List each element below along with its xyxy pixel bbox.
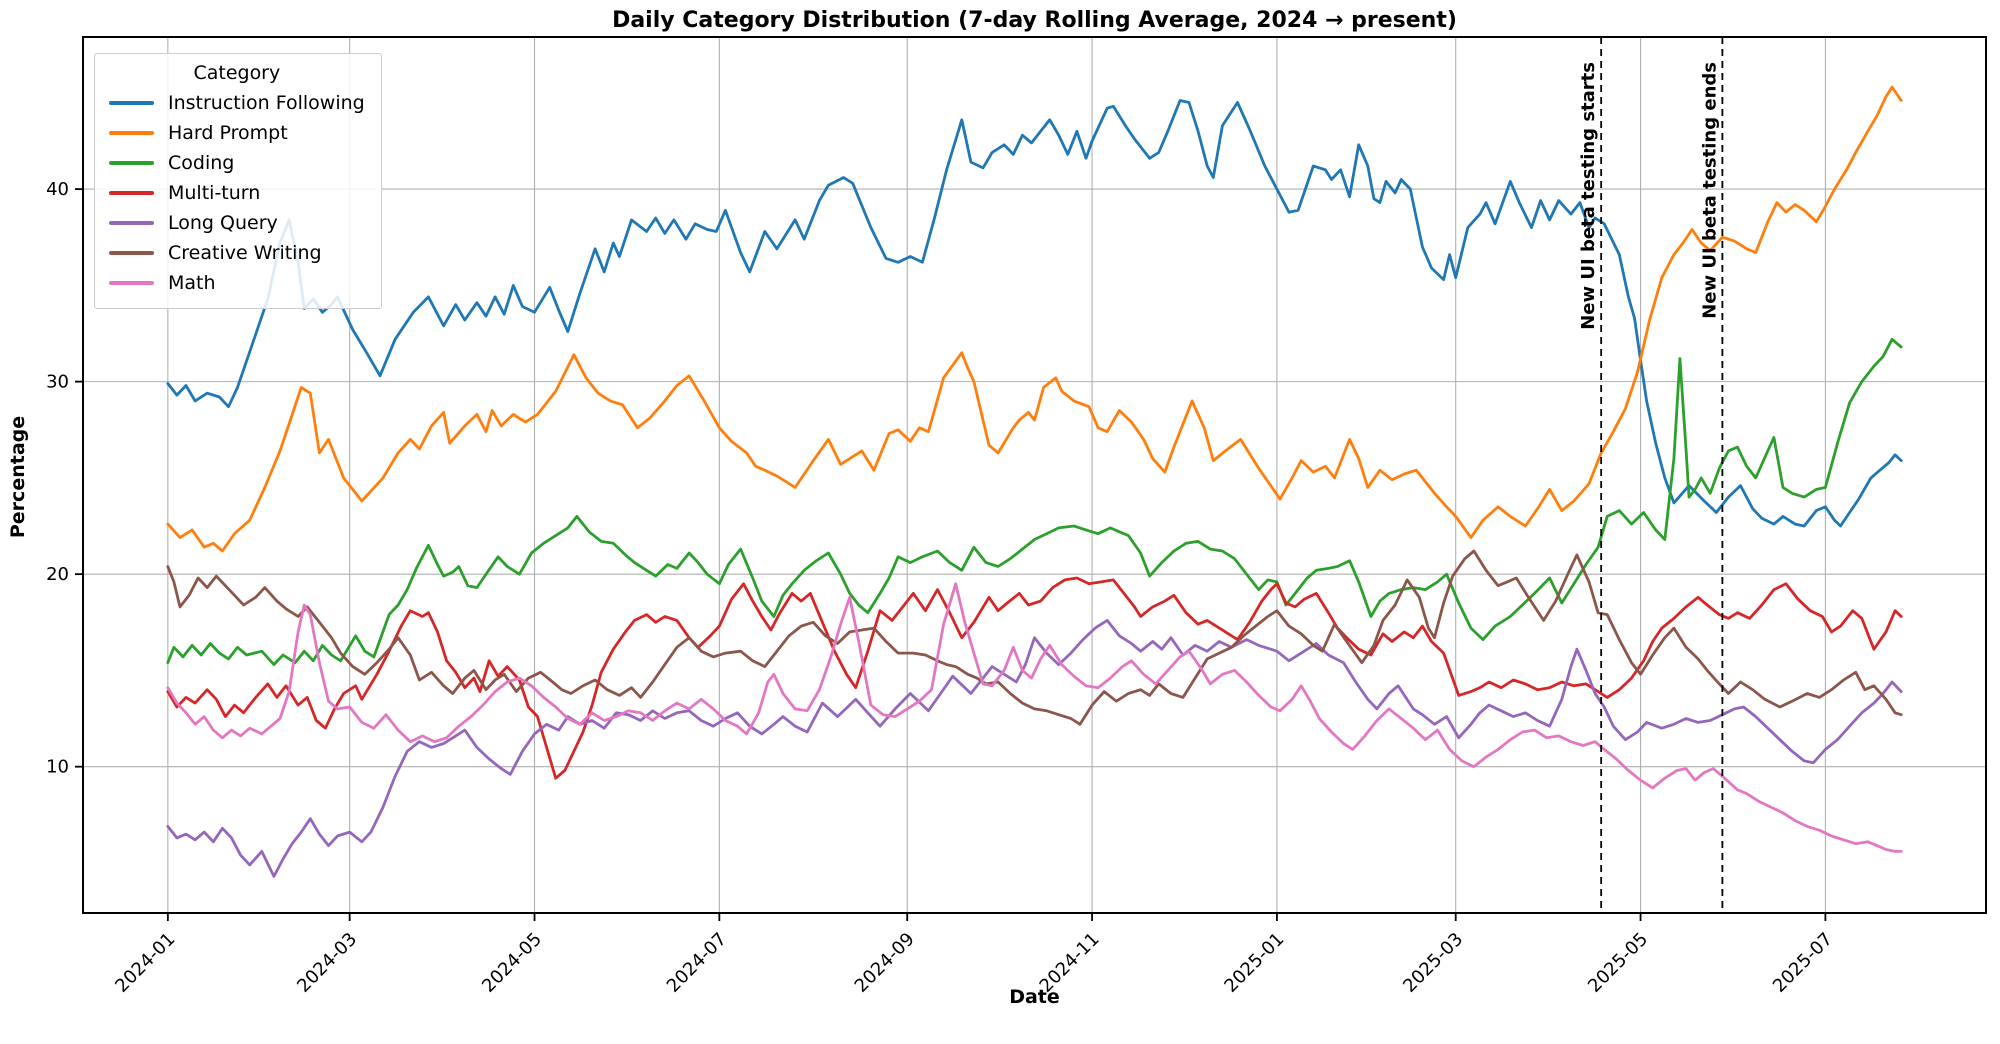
plot-border — [82, 36, 1987, 914]
legend-entries: Instruction Following Hard Prompt Coding Mu… — [109, 88, 365, 298]
legend-title: Category — [193, 62, 281, 84]
legend-swatch-long-query — [109, 221, 154, 225]
y-axis-label: Percentage — [7, 415, 29, 539]
legend-swatch-creative-writing — [109, 251, 154, 255]
legend-label: Creative Writing — [168, 242, 322, 264]
legend: Category Instruction Following Hard Promp… — [94, 53, 382, 309]
legend-swatch-coding — [109, 161, 154, 165]
y-tick-label: 40 — [46, 179, 69, 200]
x-axis-label: Date — [1009, 986, 1060, 1008]
y-tick-label: 20 — [46, 564, 69, 585]
legend-entry-creative-writing: Creative Writing — [109, 238, 365, 268]
series-line-instruction-following — [166, 99, 1903, 528]
legend-label: Instruction Following — [168, 92, 365, 114]
legend-entry-multi-turn: Multi-turn — [109, 178, 365, 208]
legend-swatch-hard-prompt — [109, 131, 154, 135]
annotation-label: New UI beta testing starts — [1578, 62, 1599, 330]
legend-label: Hard Prompt — [168, 122, 288, 144]
series-line-hard-prompt — [166, 85, 1903, 553]
series-line-creative-writing — [166, 549, 1903, 726]
legend-swatch-multi-turn — [109, 191, 154, 195]
y-tick-label: 30 — [46, 372, 69, 393]
chart-title: Daily Category Distribution (7-day Rolli… — [612, 8, 1457, 33]
series-line-long-query — [166, 619, 1903, 878]
legend-entry-long-query: Long Query — [109, 208, 365, 238]
legend-entry-hard-prompt: Hard Prompt — [109, 118, 365, 148]
legend-label: Math — [168, 272, 216, 294]
legend-label: Multi-turn — [168, 182, 261, 204]
series-line-math — [166, 582, 1903, 853]
legend-swatch-instruction-following — [109, 101, 154, 105]
legend-entry-math: Math — [109, 268, 365, 298]
legend-swatch-math — [109, 281, 154, 285]
annotation-label: New UI beta testing ends — [1699, 62, 1720, 319]
series-line-coding — [166, 337, 1903, 666]
y-tick-label: 10 — [46, 757, 69, 778]
legend-label: Long Query — [168, 212, 278, 234]
series-line-multi-turn — [166, 576, 1903, 780]
legend-label: Coding — [168, 152, 235, 174]
legend-entry-instruction-following: Instruction Following — [109, 88, 365, 118]
legend-entry-coding: Coding — [109, 148, 365, 178]
